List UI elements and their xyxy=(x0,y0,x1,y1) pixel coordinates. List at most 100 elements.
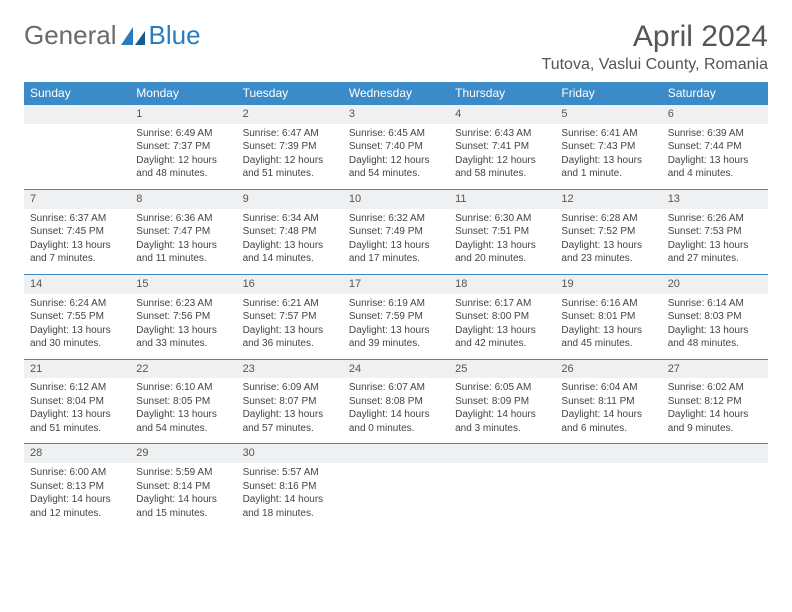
sunrise-line: Sunrise: 6:02 AM xyxy=(668,381,762,395)
sunrise-line: Sunrise: 5:59 AM xyxy=(136,466,230,480)
sunset-line: Sunset: 7:44 PM xyxy=(668,140,762,154)
sunset-line: Sunset: 8:08 PM xyxy=(349,395,443,409)
day-number: 19 xyxy=(555,274,661,294)
sunset-line: Sunset: 8:12 PM xyxy=(668,395,762,409)
sunset-line: Sunset: 7:52 PM xyxy=(561,225,655,239)
sunset-line: Sunset: 7:59 PM xyxy=(349,310,443,324)
day-body: Sunrise: 6:32 AMSunset: 7:49 PMDaylight:… xyxy=(343,209,449,274)
day-body: Sunrise: 6:45 AMSunset: 7:40 PMDaylight:… xyxy=(343,124,449,189)
weekday-header: Friday xyxy=(555,82,661,104)
calendar-day: 19Sunrise: 6:16 AMSunset: 8:01 PMDayligh… xyxy=(555,274,661,359)
calendar-day: 8Sunrise: 6:36 AMSunset: 7:47 PMDaylight… xyxy=(130,189,236,274)
weekday-header-row: SundayMondayTuesdayWednesdayThursdayFrid… xyxy=(24,82,768,104)
day-number: 22 xyxy=(130,359,236,379)
day-number: 2 xyxy=(237,104,343,124)
calendar-empty xyxy=(662,443,768,528)
day-body: Sunrise: 5:57 AMSunset: 8:16 PMDaylight:… xyxy=(237,463,343,528)
calendar-day: 25Sunrise: 6:05 AMSunset: 8:09 PMDayligh… xyxy=(449,359,555,444)
calendar-day: 4Sunrise: 6:43 AMSunset: 7:41 PMDaylight… xyxy=(449,104,555,189)
sunset-line: Sunset: 7:41 PM xyxy=(455,140,549,154)
day-number xyxy=(24,104,130,124)
day-body: Sunrise: 6:34 AMSunset: 7:48 PMDaylight:… xyxy=(237,209,343,274)
sunrise-line: Sunrise: 6:45 AM xyxy=(349,127,443,141)
day-body xyxy=(662,463,768,525)
daylight-line: Daylight: 14 hours and 0 minutes. xyxy=(349,408,443,435)
day-number: 9 xyxy=(237,189,343,209)
sunrise-line: Sunrise: 6:16 AM xyxy=(561,297,655,311)
sunrise-line: Sunrise: 6:19 AM xyxy=(349,297,443,311)
sunset-line: Sunset: 8:09 PM xyxy=(455,395,549,409)
sunset-line: Sunset: 8:05 PM xyxy=(136,395,230,409)
day-number: 1 xyxy=(130,104,236,124)
sunset-line: Sunset: 8:04 PM xyxy=(30,395,124,409)
calendar-day: 6Sunrise: 6:39 AMSunset: 7:44 PMDaylight… xyxy=(662,104,768,189)
calendar-day: 16Sunrise: 6:21 AMSunset: 7:57 PMDayligh… xyxy=(237,274,343,359)
weekday-header: Monday xyxy=(130,82,236,104)
day-body: Sunrise: 6:16 AMSunset: 8:01 PMDaylight:… xyxy=(555,294,661,359)
daylight-line: Daylight: 12 hours and 51 minutes. xyxy=(243,154,337,181)
weekday-header: Wednesday xyxy=(343,82,449,104)
day-body: Sunrise: 6:02 AMSunset: 8:12 PMDaylight:… xyxy=(662,378,768,443)
day-number: 28 xyxy=(24,443,130,463)
sunrise-line: Sunrise: 6:23 AM xyxy=(136,297,230,311)
sunset-line: Sunset: 7:39 PM xyxy=(243,140,337,154)
sunrise-line: Sunrise: 6:14 AM xyxy=(668,297,762,311)
sunrise-line: Sunrise: 6:36 AM xyxy=(136,212,230,226)
sunset-line: Sunset: 7:51 PM xyxy=(455,225,549,239)
sunset-line: Sunset: 8:03 PM xyxy=(668,310,762,324)
calendar-day: 14Sunrise: 6:24 AMSunset: 7:55 PMDayligh… xyxy=(24,274,130,359)
calendar-row: 1Sunrise: 6:49 AMSunset: 7:37 PMDaylight… xyxy=(24,104,768,189)
weekday-header: Sunday xyxy=(24,82,130,104)
calendar-empty xyxy=(449,443,555,528)
sunrise-line: Sunrise: 6:07 AM xyxy=(349,381,443,395)
sunrise-line: Sunrise: 6:09 AM xyxy=(243,381,337,395)
daylight-line: Daylight: 14 hours and 15 minutes. xyxy=(136,493,230,520)
sunset-line: Sunset: 7:40 PM xyxy=(349,140,443,154)
calendar-row: 7Sunrise: 6:37 AMSunset: 7:45 PMDaylight… xyxy=(24,189,768,274)
day-number: 25 xyxy=(449,359,555,379)
calendar-day: 26Sunrise: 6:04 AMSunset: 8:11 PMDayligh… xyxy=(555,359,661,444)
sunrise-line: Sunrise: 6:34 AM xyxy=(243,212,337,226)
sunset-line: Sunset: 7:48 PM xyxy=(243,225,337,239)
weekday-header: Thursday xyxy=(449,82,555,104)
sunrise-line: Sunrise: 6:41 AM xyxy=(561,127,655,141)
daylight-line: Daylight: 12 hours and 54 minutes. xyxy=(349,154,443,181)
calendar-day: 23Sunrise: 6:09 AMSunset: 8:07 PMDayligh… xyxy=(237,359,343,444)
daylight-line: Daylight: 13 hours and 14 minutes. xyxy=(243,239,337,266)
calendar-empty xyxy=(24,104,130,189)
day-number: 29 xyxy=(130,443,236,463)
logo: General Blue xyxy=(24,20,201,51)
day-number: 20 xyxy=(662,274,768,294)
calendar-day: 5Sunrise: 6:41 AMSunset: 7:43 PMDaylight… xyxy=(555,104,661,189)
sunrise-line: Sunrise: 5:57 AM xyxy=(243,466,337,480)
month-title: April 2024 xyxy=(542,20,768,54)
day-body: Sunrise: 6:00 AMSunset: 8:13 PMDaylight:… xyxy=(24,463,130,528)
daylight-line: Daylight: 13 hours and 48 minutes. xyxy=(668,324,762,351)
sunset-line: Sunset: 8:13 PM xyxy=(30,480,124,494)
daylight-line: Daylight: 13 hours and 54 minutes. xyxy=(136,408,230,435)
location-label: Tutova, Vaslui County, Romania xyxy=(542,56,768,74)
day-body: Sunrise: 6:37 AMSunset: 7:45 PMDaylight:… xyxy=(24,209,130,274)
daylight-line: Daylight: 14 hours and 18 minutes. xyxy=(243,493,337,520)
day-body: Sunrise: 6:12 AMSunset: 8:04 PMDaylight:… xyxy=(24,378,130,443)
header: General Blue April 2024 Tutova, Vaslui C… xyxy=(24,20,768,74)
sunrise-line: Sunrise: 6:00 AM xyxy=(30,466,124,480)
daylight-line: Daylight: 13 hours and 33 minutes. xyxy=(136,324,230,351)
day-body xyxy=(555,463,661,525)
daylight-line: Daylight: 14 hours and 9 minutes. xyxy=(668,408,762,435)
weekday-header: Saturday xyxy=(662,82,768,104)
day-number: 27 xyxy=(662,359,768,379)
day-number: 3 xyxy=(343,104,449,124)
sunrise-line: Sunrise: 6:37 AM xyxy=(30,212,124,226)
calendar-body: 1Sunrise: 6:49 AMSunset: 7:37 PMDaylight… xyxy=(24,104,768,528)
day-number: 5 xyxy=(555,104,661,124)
sunset-line: Sunset: 7:37 PM xyxy=(136,140,230,154)
calendar-day: 12Sunrise: 6:28 AMSunset: 7:52 PMDayligh… xyxy=(555,189,661,274)
sunrise-line: Sunrise: 6:17 AM xyxy=(455,297,549,311)
sunset-line: Sunset: 7:49 PM xyxy=(349,225,443,239)
day-number: 4 xyxy=(449,104,555,124)
day-number xyxy=(343,443,449,463)
day-number: 17 xyxy=(343,274,449,294)
sunset-line: Sunset: 7:43 PM xyxy=(561,140,655,154)
sunrise-line: Sunrise: 6:28 AM xyxy=(561,212,655,226)
